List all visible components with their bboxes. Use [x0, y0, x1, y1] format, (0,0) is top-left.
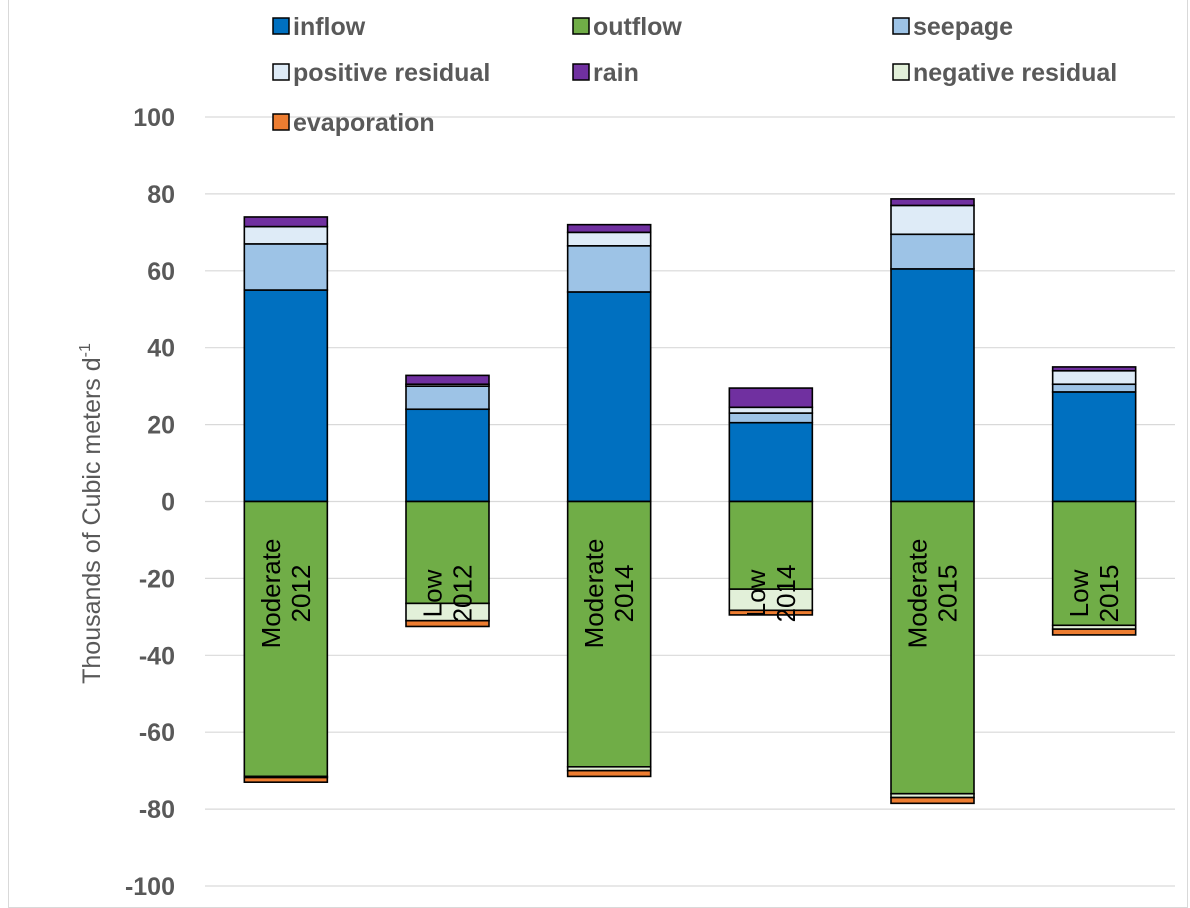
bar-labels: Moderate 2012 Low 2012 Moderate 2014 Low 2014 Mo… [256, 539, 1124, 649]
legend-swatch [272, 113, 290, 131]
bar-segment-seepage [405, 385, 490, 411]
legend-label: positive residual [293, 59, 490, 87]
legend-swatch [572, 17, 590, 35]
y-axis-title: Thousands of Cubic meters d-1 [77, 343, 106, 684]
bar-segment-inflow [1051, 391, 1137, 503]
category-label-line: Moderate [256, 539, 286, 649]
legend-item-rain: rain [572, 59, 639, 87]
bar-segment-positive-residual [243, 225, 329, 245]
bar-segment-outflow [728, 500, 814, 590]
bar-segment-seepage [1051, 383, 1137, 393]
bar-segment-rain [566, 223, 652, 234]
bar-segment-seepage [728, 412, 814, 424]
bar-segment-positive-residual [566, 231, 652, 247]
y-tick-label: 40 [147, 335, 175, 363]
category-label-line: Moderate [579, 539, 609, 649]
legend-item-positive-residual: positive residual [272, 59, 490, 87]
legend-item-seepage: seepage [892, 13, 1013, 41]
bar-segment-evaporation [243, 776, 329, 783]
legend-item-negative-residual: negative residual [892, 59, 1117, 87]
bar-segment-positive-residual [728, 406, 814, 414]
bars [243, 198, 1137, 805]
y-tick-label: -80 [139, 796, 175, 824]
bar-segment-positive-residual [890, 204, 975, 236]
gridlines [205, 116, 1175, 887]
category-label-line: 2015 [1094, 565, 1124, 623]
legend: inflow outflow seepage positive residual rai… [272, 13, 1117, 137]
legend-item-inflow: inflow [272, 13, 366, 41]
bar-segment-rain [243, 216, 329, 228]
legend-label: outflow [593, 13, 682, 41]
y-tick-label: 60 [147, 258, 175, 286]
bar-segment-rain [728, 387, 814, 409]
bar-segment-rain [1051, 366, 1137, 372]
legend-label: inflow [293, 13, 366, 41]
category-label-line: 2014 [771, 565, 801, 623]
bar-segment-evaporation [405, 619, 490, 628]
legend-item-outflow: outflow [572, 13, 682, 41]
category-label-line: 2015 [933, 565, 963, 623]
y-axis-label: Thousands of Cubic meters d-1 [77, 343, 106, 684]
category-label: Moderate 2012 [256, 539, 316, 649]
bar-segment-positive-residual [1051, 369, 1137, 386]
category-label: Moderate 2014 [579, 539, 639, 649]
legend-swatch [572, 63, 590, 81]
y-tick-label: -60 [139, 719, 175, 747]
bar-segment-evaporation [890, 796, 975, 805]
legend-label: evaporation [293, 109, 435, 137]
category-label-line: Moderate [903, 539, 933, 649]
legend-swatch [892, 63, 910, 81]
category-label: Low 2012 [418, 565, 478, 623]
bar-segment-inflow [405, 408, 490, 503]
bar-segment-evaporation [1051, 628, 1137, 636]
legend-swatch [272, 17, 290, 35]
bar-segment-seepage [566, 245, 652, 293]
bar-segment-seepage [243, 243, 329, 291]
bar-segment-seepage [890, 233, 975, 270]
bar-segment-rain [890, 198, 975, 207]
category-label-line: 2012 [286, 565, 316, 623]
y-tick-label: -40 [139, 642, 175, 670]
y-tick-label: 20 [147, 412, 175, 440]
y-tick-labels: 100 80 60 40 20 0 -20 -40 -60 -80 -100 [125, 104, 175, 901]
bar-segment-evaporation [728, 609, 814, 616]
legend-swatch [892, 17, 910, 35]
bar-segment-evaporation [566, 769, 652, 778]
category-label-line: 2014 [609, 565, 639, 623]
bar-segment-outflow [243, 500, 329, 778]
bar-segment-outflow [405, 500, 490, 605]
bar-segment-outflow [890, 500, 975, 795]
bar-segment-outflow [1051, 500, 1137, 627]
category-label-line: Low [1064, 569, 1094, 617]
category-label-line: 2012 [448, 565, 478, 623]
bar-segment-inflow [243, 289, 329, 503]
category-label-line: Low [741, 569, 771, 617]
legend-item-evaporation: evaporation [272, 109, 435, 137]
category-label-line: Low [418, 569, 448, 617]
category-label: Moderate 2015 [903, 539, 963, 649]
y-tick-label: 0 [161, 489, 175, 517]
legend-label: seepage [913, 13, 1013, 41]
category-label: Low 2014 [741, 565, 801, 623]
legend-label: negative residual [913, 59, 1117, 87]
bar-segment-inflow [566, 291, 652, 503]
bar-segment-rain [405, 374, 490, 386]
y-tick-label: -100 [125, 873, 175, 901]
y-tick-label: 80 [147, 181, 175, 209]
legend-swatch [272, 63, 290, 81]
category-label: Low 2015 [1064, 565, 1124, 623]
legend-label: rain [593, 59, 639, 87]
bar-segment-inflow [728, 421, 814, 503]
y-tick-label: 100 [133, 104, 175, 132]
bar-segment-inflow [890, 268, 975, 503]
y-tick-label: -20 [139, 565, 175, 593]
